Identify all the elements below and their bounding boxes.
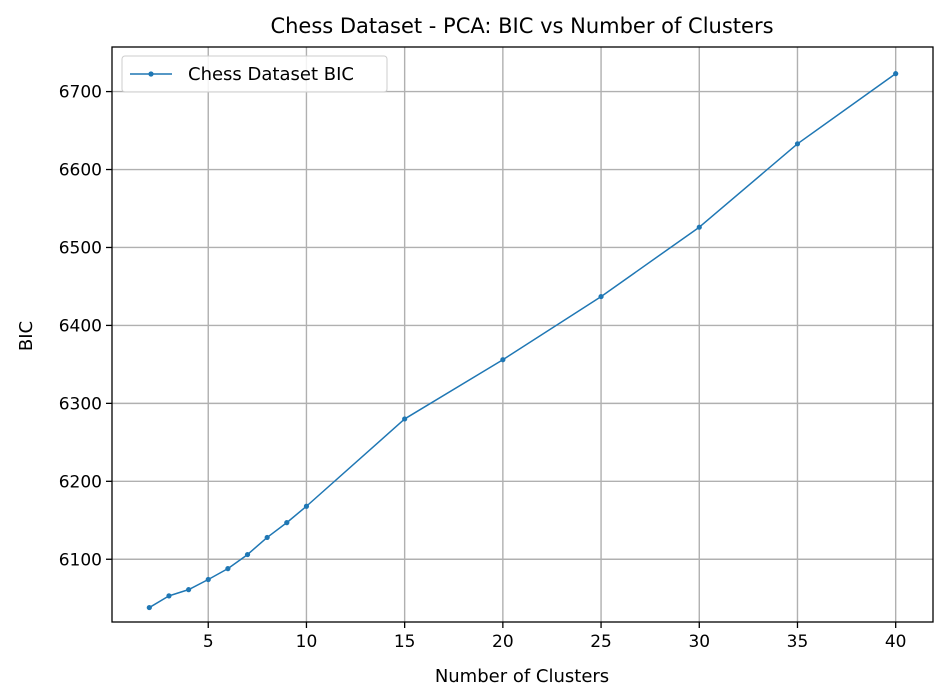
legend-marker <box>148 71 154 77</box>
grid <box>112 47 933 622</box>
legend: Chess Dataset BIC <box>121 55 388 93</box>
data-point <box>893 71 899 77</box>
series-layer <box>146 71 899 611</box>
legend-box <box>121 55 388 93</box>
data-point <box>598 293 604 300</box>
data-point <box>500 357 506 363</box>
legend-entry-label: Chess Dataset BIC <box>188 64 354 85</box>
y-tick-label: 6600 <box>59 161 102 181</box>
data-point <box>186 587 192 593</box>
data-point <box>303 503 310 509</box>
chart-title: Chess Dataset - PCA: BIC vs Number of Cl… <box>270 14 773 38</box>
axes: 5 10 15 20 25 30 35 40 6100 6200 6300 6400 6500 6600 6… <box>59 46 934 652</box>
y-tick-label: 6500 <box>59 238 102 258</box>
data-point <box>264 534 270 541</box>
data-point <box>794 141 801 147</box>
y-tick-label: 6100 <box>59 550 102 570</box>
x-tick-label: 30 <box>688 632 710 652</box>
data-point <box>244 551 251 558</box>
y-tick-label: 6400 <box>59 316 102 336</box>
data-point <box>146 604 152 611</box>
data-point <box>696 224 702 230</box>
series-line <box>148 73 897 609</box>
data-point <box>166 593 172 599</box>
data-point <box>225 566 231 572</box>
y-tick-label: 6200 <box>59 472 102 492</box>
x-tick-label: 15 <box>394 632 416 652</box>
x-tick-label: 25 <box>590 632 612 652</box>
data-point <box>402 416 408 422</box>
x-tick-label: 40 <box>885 632 907 652</box>
y-tick-label: 6300 <box>59 394 102 414</box>
y-tick-label: 6700 <box>59 83 102 103</box>
data-point <box>205 576 211 583</box>
x-tick-label: 5 <box>203 632 214 652</box>
x-tick-label: 10 <box>296 632 318 652</box>
x-tick-label: 20 <box>492 632 514 652</box>
x-tick-label: 35 <box>787 632 809 652</box>
plot-frame <box>111 46 934 623</box>
y-axis-title: BIC <box>16 321 37 351</box>
data-point <box>284 520 290 526</box>
x-axis-title: Number of Clusters <box>435 666 609 687</box>
